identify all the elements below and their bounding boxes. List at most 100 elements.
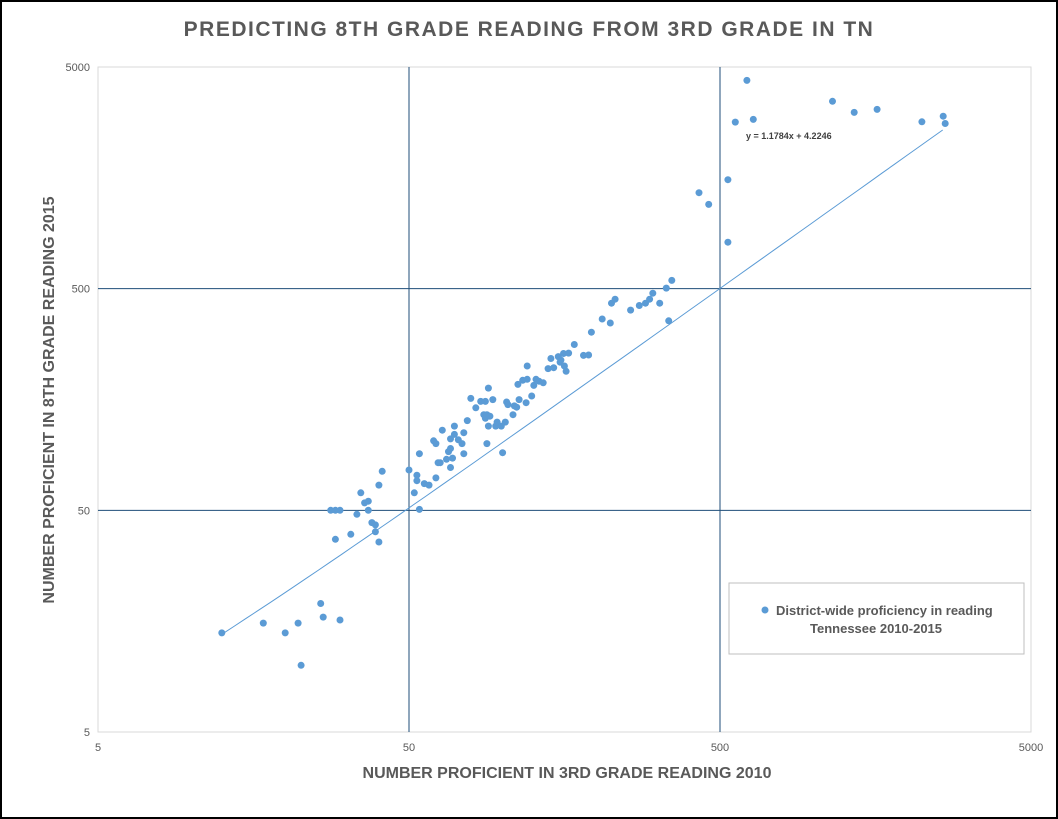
data-point	[513, 403, 521, 411]
data-point	[649, 289, 657, 297]
data-point	[436, 459, 444, 467]
x-tick-label: 5	[95, 742, 101, 754]
data-point	[447, 445, 454, 452]
data-point	[319, 613, 327, 621]
legend-box	[728, 582, 1025, 655]
tick-labels: 5 50 500 5000 5 50 500 5000	[66, 62, 1044, 754]
data-point	[829, 97, 836, 105]
data-point	[294, 619, 302, 627]
data-point	[410, 489, 418, 497]
data-point	[415, 450, 423, 458]
data-point	[450, 422, 458, 430]
legend-label-line1: District-wide proficiency in reading	[776, 603, 993, 618]
data-point	[450, 430, 458, 438]
data-point	[873, 105, 881, 113]
x-tick-label: 500	[711, 742, 729, 754]
data-point	[724, 238, 732, 246]
data-point	[585, 351, 593, 359]
data-point	[378, 467, 386, 475]
data-point	[501, 418, 509, 426]
x-tick-label: 5000	[1019, 742, 1043, 754]
data-point	[375, 538, 383, 546]
data-point	[432, 474, 440, 482]
data-point	[662, 284, 670, 292]
data-point	[371, 528, 379, 536]
data-point	[357, 489, 365, 497]
y-tick-label: 500	[72, 284, 90, 296]
data-point	[281, 629, 289, 637]
data-point	[484, 384, 492, 392]
data-point	[347, 530, 355, 538]
trendline-equation: y = 1.1784x + 4.2246	[746, 131, 832, 141]
chart-title: PREDICTING 8TH GRADE READING FROM 3RD GR…	[184, 18, 875, 41]
data-point	[918, 118, 926, 126]
data-point	[560, 362, 568, 370]
data-point	[539, 379, 547, 387]
data-point	[547, 355, 555, 362]
data-point	[514, 380, 522, 388]
data-point	[611, 295, 619, 303]
data-point	[850, 108, 858, 116]
data-point	[544, 365, 552, 373]
data-point	[336, 506, 344, 514]
data-point	[665, 317, 673, 325]
data-point	[724, 176, 732, 184]
x-tick-label: 50	[403, 742, 415, 754]
y-tick-label: 5	[84, 727, 90, 739]
data-point	[447, 464, 454, 471]
data-point	[413, 477, 421, 485]
data-point	[565, 349, 573, 357]
x-axis-title: NUMBER PROFICIENT IN 3RD GRADE READING 2…	[363, 765, 772, 782]
data-point	[425, 481, 433, 489]
gridlines	[98, 67, 1031, 732]
data-point	[695, 189, 703, 197]
data-point	[570, 341, 578, 348]
legend-label-line2: Tennessee 2010-2015	[810, 621, 942, 636]
data-point	[668, 276, 676, 284]
data-point	[364, 506, 372, 514]
data-point	[317, 600, 325, 607]
data-point	[580, 351, 587, 359]
data-point	[489, 396, 497, 404]
data-point	[504, 401, 512, 409]
data-point	[438, 426, 446, 434]
data-point	[557, 356, 565, 364]
data-point	[336, 616, 344, 624]
data-point	[483, 440, 491, 448]
trendline	[221, 129, 943, 635]
data-point	[530, 381, 538, 389]
data-point	[587, 328, 595, 336]
data-point	[606, 319, 614, 327]
data-point	[705, 200, 713, 208]
data-point	[218, 629, 226, 637]
data-point	[550, 364, 558, 372]
data-point	[460, 450, 468, 458]
y-tick-label: 50	[78, 505, 90, 517]
data-point	[731, 118, 739, 126]
data-point	[413, 471, 421, 479]
data-point	[656, 299, 664, 307]
data-point	[749, 115, 757, 123]
data-point	[743, 76, 751, 84]
data-point	[528, 392, 536, 400]
data-point	[259, 619, 267, 627]
data-point	[331, 535, 339, 543]
data-point	[472, 404, 480, 412]
data-point	[484, 422, 492, 430]
data-point	[449, 454, 456, 462]
data-point	[364, 497, 372, 505]
data-point	[371, 521, 379, 529]
data-point	[499, 449, 507, 457]
data-point	[467, 394, 475, 402]
data-point	[432, 440, 440, 448]
data-point	[635, 302, 643, 309]
data-point	[463, 417, 471, 425]
data-point	[939, 112, 947, 120]
data-point	[523, 375, 531, 383]
data-point	[941, 120, 949, 127]
data-point	[598, 315, 606, 323]
data-point	[560, 350, 567, 357]
data-point	[458, 440, 466, 448]
